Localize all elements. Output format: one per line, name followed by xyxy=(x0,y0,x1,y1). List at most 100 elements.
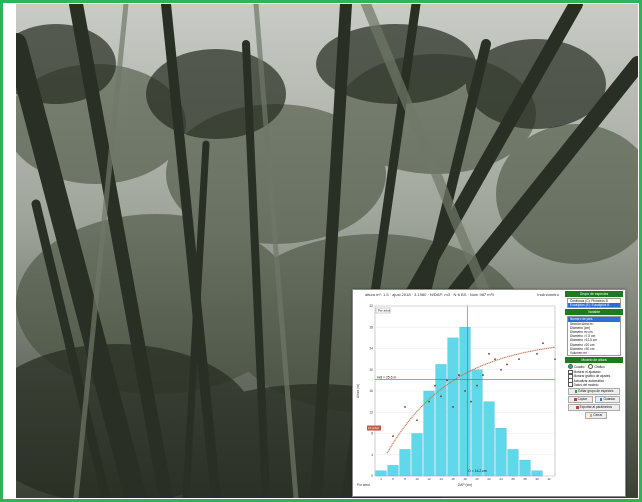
export-label: Exportar al parámetros xyxy=(579,405,612,410)
variable-item[interactable]: Diámetro >30 cm xyxy=(570,346,595,351)
y-tick-label: 0 xyxy=(371,474,373,478)
check-fit-graph-label: Mostrar gráfico de ajustes xyxy=(573,374,611,379)
histogram-bar xyxy=(531,470,543,477)
data-point xyxy=(392,435,394,438)
view-header: Modelo de altura xyxy=(565,357,623,364)
data-point xyxy=(440,395,442,398)
x-tick-label: 16 xyxy=(451,477,455,481)
y-tick-label: 24 xyxy=(369,347,373,351)
dq-line-label: D = 14.2 cm xyxy=(468,469,487,473)
corner-label: Por árbol xyxy=(357,483,370,487)
data-point xyxy=(536,352,538,355)
control-sidebar: Grupo de especies Conifonas (C): Pinheir… xyxy=(565,291,623,494)
histogram-bar xyxy=(387,465,399,477)
height-diameter-chart: 0 4 8 12 16 20 24 28 32 4 6 8 10 12 14 16 18 20 22 24 26 28 30… xyxy=(353,300,565,494)
x-tick-label: 26 xyxy=(511,477,515,481)
close-label: Cerrar xyxy=(593,413,603,418)
close-button[interactable]: Cerrar xyxy=(585,411,607,419)
data-point xyxy=(506,363,508,366)
edit-species-label: Editar grupo de especies xyxy=(578,389,614,394)
species-item-selected[interactable]: Eucaliptos (E): Eucaliptos B xyxy=(568,303,620,308)
x-tick-label: 14 xyxy=(439,477,443,481)
edit-icon xyxy=(574,390,578,393)
close-icon xyxy=(589,414,593,417)
inventory-window: altura m²: 1.5 · ajust 2018 · 3.1980 · N… xyxy=(352,289,626,497)
variable-item[interactable]: Diámetro m³ cm xyxy=(570,329,593,334)
variable-item[interactable]: Diámetro >7.5 cm xyxy=(570,334,596,339)
x-tick-label: 28 xyxy=(523,477,527,481)
y-axis-label: Altura (m) xyxy=(356,384,360,398)
species-list[interactable]: Conifonas (C): Pinheiros B Eucaliptos (E… xyxy=(567,298,621,309)
view-radio-group: Cuadro Gráfico xyxy=(565,363,623,370)
check-model-data[interactable]: Datos del modelo xyxy=(565,382,623,388)
histogram-bar xyxy=(375,470,387,477)
export-button[interactable]: Exportar al parámetros xyxy=(568,403,620,411)
checkbox-icon xyxy=(568,369,573,375)
variable-item-selected[interactable]: Numero de pies xyxy=(568,317,620,322)
variable-item[interactable]: Diámetro >20 cm xyxy=(570,342,595,347)
radio-table[interactable]: Cuadro xyxy=(568,364,585,370)
save-button[interactable]: Guardar xyxy=(595,395,620,403)
data-point xyxy=(458,374,460,376)
histogram-bar xyxy=(435,364,447,477)
data-point xyxy=(554,358,556,361)
radio-graph-label: Gráfico xyxy=(594,364,605,369)
histogram-bar xyxy=(519,459,531,477)
x-tick-label: 22 xyxy=(487,477,491,481)
check-show-fit[interactable]: Mostrar el ajustado xyxy=(565,369,623,375)
x-tick-label: 20 xyxy=(475,477,479,481)
status-text: altura m²: 1.5 · ajust 2018 · 3.1980 · N… xyxy=(365,292,494,297)
check-model-data-label: Datos del modelo xyxy=(573,382,599,387)
chart-svg: 0 4 8 12 16 20 24 28 32 4 6 8 10 12 14 16 18 20 22 24 26 28 30… xyxy=(356,304,556,487)
window-title: Inclinómetro xyxy=(537,292,559,297)
histogram-bar xyxy=(411,433,423,477)
checkbox-icon xyxy=(568,382,573,388)
histogram-bar xyxy=(399,449,411,477)
h-line-label: Hdi = 25.6 m xyxy=(377,375,396,379)
red-label: 10 árbol xyxy=(368,426,379,430)
variable-item[interactable]: Volumen m³ xyxy=(570,350,588,355)
histogram-bar xyxy=(459,327,471,477)
edit-species-button[interactable]: Editar grupo de especies xyxy=(568,387,620,395)
data-point xyxy=(464,390,466,392)
data-point xyxy=(482,374,484,376)
histogram-bar xyxy=(495,428,507,477)
x-tick-label: 18 xyxy=(463,477,467,481)
y-tick-label: 16 xyxy=(369,389,373,393)
check-fit-graph[interactable]: Mostrar gráfico de ajustes xyxy=(565,374,623,379)
checkbox-icon xyxy=(568,378,573,383)
y-tick-label: 8 xyxy=(371,432,373,436)
save-label: Guardar xyxy=(603,397,616,402)
histogram-bar xyxy=(423,390,435,477)
copy-button[interactable]: Copiar xyxy=(568,395,593,403)
x-tick-label: 6 xyxy=(392,477,394,481)
x-tick-label: 8 xyxy=(404,477,406,481)
y-tick-label: 12 xyxy=(369,410,373,414)
variable-item[interactable]: Sección Area m² xyxy=(570,321,594,326)
data-point xyxy=(416,419,418,422)
legend-box xyxy=(375,307,391,314)
save-icon xyxy=(599,398,603,401)
copy-label: Copiar xyxy=(577,397,587,402)
variable-item[interactable]: Diámetro (cm) xyxy=(570,325,591,330)
variable-header: Variable xyxy=(565,309,623,316)
variable-item[interactable]: Diámetro >12.5 cm xyxy=(570,338,598,343)
x-tick-label: 12 xyxy=(427,477,431,481)
radio-table-label: Cuadro xyxy=(574,364,585,369)
data-point xyxy=(452,406,454,408)
species-item[interactable]: Conifonas (C): Pinheiros B xyxy=(570,299,608,303)
y-tick-label: 28 xyxy=(369,325,373,329)
copy-icon xyxy=(574,398,577,401)
check-auto-update[interactable]: Actualizar automático xyxy=(565,378,623,383)
check-show-fit-label: Mostrar el ajustado xyxy=(573,370,601,375)
data-point xyxy=(476,384,478,387)
variable-list[interactable]: Numero de pies Sección Area m² Diámetro … xyxy=(567,316,621,357)
histogram-bar xyxy=(483,401,495,477)
check-auto-update-label: Actualizar automático xyxy=(573,378,605,383)
checkbox-icon xyxy=(568,374,573,379)
histogram-bar xyxy=(471,369,483,477)
legend-label: Por árbol xyxy=(378,309,391,313)
radio-graph[interactable]: Gráfico xyxy=(588,364,605,370)
radio-off-icon xyxy=(588,364,594,370)
window-titlebar: altura m²: 1.5 · ajust 2018 · 3.1980 · N… xyxy=(353,290,563,300)
